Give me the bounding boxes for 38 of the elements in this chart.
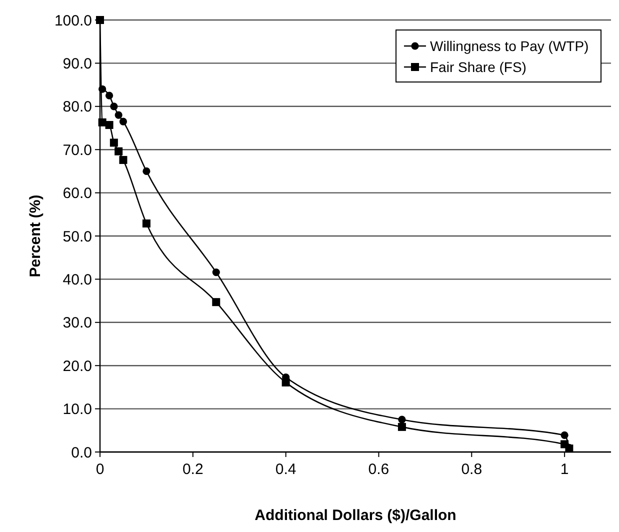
y-tick-label: 80.0 — [62, 98, 92, 116]
x-tick-label: 0.4 — [275, 461, 296, 478]
point — [142, 167, 150, 175]
y-tick-label: 0.0 — [71, 444, 92, 462]
legend-label: Willingness to Pay (WTP) — [430, 38, 589, 54]
point — [282, 378, 290, 386]
y-tick-label: 40.0 — [62, 271, 92, 288]
x-tick-label: 0 — [96, 461, 104, 478]
y-tick-label: 90.0 — [62, 55, 92, 72]
point — [114, 111, 122, 119]
point — [119, 156, 128, 164]
x-tick-label: 0.2 — [182, 461, 204, 478]
y-tick-label: 60.0 — [62, 185, 92, 202]
point — [398, 416, 406, 424]
x-tick-label: 0.8 — [461, 461, 482, 478]
point — [105, 92, 114, 100]
point — [142, 219, 150, 228]
y-tick-label: 10.0 — [62, 401, 92, 418]
x-axis-title: Additional Dollars ($)/Gallon — [254, 507, 456, 524]
y-tick-label: 50.0 — [62, 228, 92, 246]
y-axis-title: Percent (%) — [27, 194, 44, 278]
point — [110, 138, 118, 147]
point — [105, 120, 114, 129]
point — [212, 298, 220, 306]
point — [114, 147, 123, 156]
y-tick-label: 100.0 — [54, 12, 92, 30]
legend-label: Fair Share (FS) — [430, 58, 526, 75]
point — [212, 268, 220, 276]
y-tick-label: 70.0 — [62, 142, 92, 159]
y-tick-label: 30.0 — [62, 314, 92, 332]
x-tick-label: 0.6 — [368, 461, 390, 478]
x-tick-label: 1 — [560, 461, 569, 478]
point — [119, 118, 128, 126]
point — [560, 431, 568, 439]
point — [98, 118, 106, 126]
point — [398, 422, 406, 431]
point — [110, 102, 118, 110]
y-tick-label: 20.0 — [62, 358, 92, 375]
